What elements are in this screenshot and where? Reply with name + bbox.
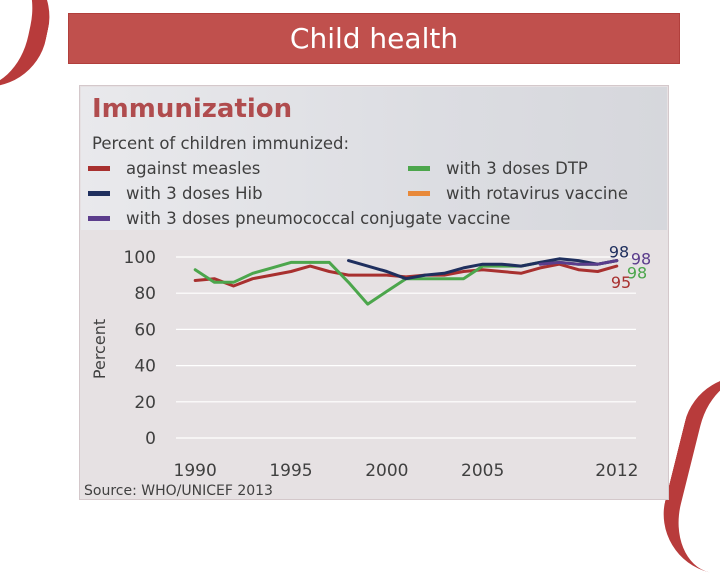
y-axis-ticks: 0 20 40 60 80 100 <box>124 248 156 449</box>
chart-header: Immunization Percent of children immuniz… <box>81 87 667 230</box>
plot-area: 0 20 40 60 80 100 1990 1995 2000 2005 2012 98 98 98… <box>81 231 667 499</box>
end-label-dtp: 98 <box>627 264 647 283</box>
legend-swatch-measles <box>88 166 110 171</box>
legend-swatch-pneumococcal <box>88 216 110 221</box>
chart-subtitle: Percent of children immunized: <box>92 134 349 153</box>
y-tick-label: 80 <box>134 284 156 304</box>
x-tick-label: 1990 <box>174 461 217 481</box>
end-label-pneumococcal: 98 <box>631 250 651 269</box>
y-tick-label: 20 <box>134 393 156 413</box>
x-tick-label: 2000 <box>365 461 408 481</box>
series-lines <box>193 257 619 306</box>
y-tick-label: 0 <box>145 429 156 449</box>
legend-item-hib: with 3 doses Hib <box>88 184 263 203</box>
source-note: Source: WHO/UNICEF 2013 <box>84 483 273 499</box>
legend-label-measles: against measles <box>126 159 261 178</box>
x-tick-label: 2012 <box>595 461 638 481</box>
y-axis-label: Percent <box>90 319 109 379</box>
x-tick-label: 2005 <box>461 461 504 481</box>
legend-item-dtp: with 3 doses DTP <box>408 159 588 178</box>
end-label-hib: 98 <box>609 243 629 262</box>
legend-label-rotavirus: with rotavirus vaccine <box>446 184 628 203</box>
gridlines <box>176 256 636 439</box>
legend-item-measles: against measles <box>88 159 260 178</box>
legend-label-pneumococcal: with 3 doses pneumococcal conjugate vacc… <box>126 209 511 228</box>
x-tick-label: 1995 <box>269 461 312 481</box>
legend-item-rotavirus: with rotavirus vaccine <box>408 184 628 203</box>
legend-item-pneumococcal: with 3 doses pneumococcal conjugate vacc… <box>88 209 510 228</box>
x-axis-ticks: 1990 1995 2000 2005 2012 <box>174 461 639 481</box>
legend-label-hib: with 3 doses Hib <box>126 184 263 203</box>
y-tick-label: 60 <box>134 320 156 340</box>
legend-swatch-hib <box>88 191 110 196</box>
legend-label-dtp: with 3 doses DTP <box>446 159 588 178</box>
chart-panel: Immunization Percent of children immuniz… <box>79 85 669 500</box>
legend-swatch-rotavirus <box>408 191 430 196</box>
series-line-measles <box>193 262 619 288</box>
series-line-hib <box>347 257 619 281</box>
title-banner: Child health <box>68 13 680 64</box>
chart-title: Immunization <box>92 94 293 124</box>
end-label-measles: 95 <box>611 273 631 292</box>
y-tick-label: 100 <box>124 248 156 268</box>
y-tick-label: 40 <box>134 357 156 377</box>
series-line-dtp <box>193 259 619 306</box>
page-title: Child health <box>289 22 459 55</box>
series-line-pneumococcal <box>538 259 619 266</box>
legend-swatch-dtp <box>408 166 430 171</box>
decorative-corner-top-left <box>0 0 61 98</box>
